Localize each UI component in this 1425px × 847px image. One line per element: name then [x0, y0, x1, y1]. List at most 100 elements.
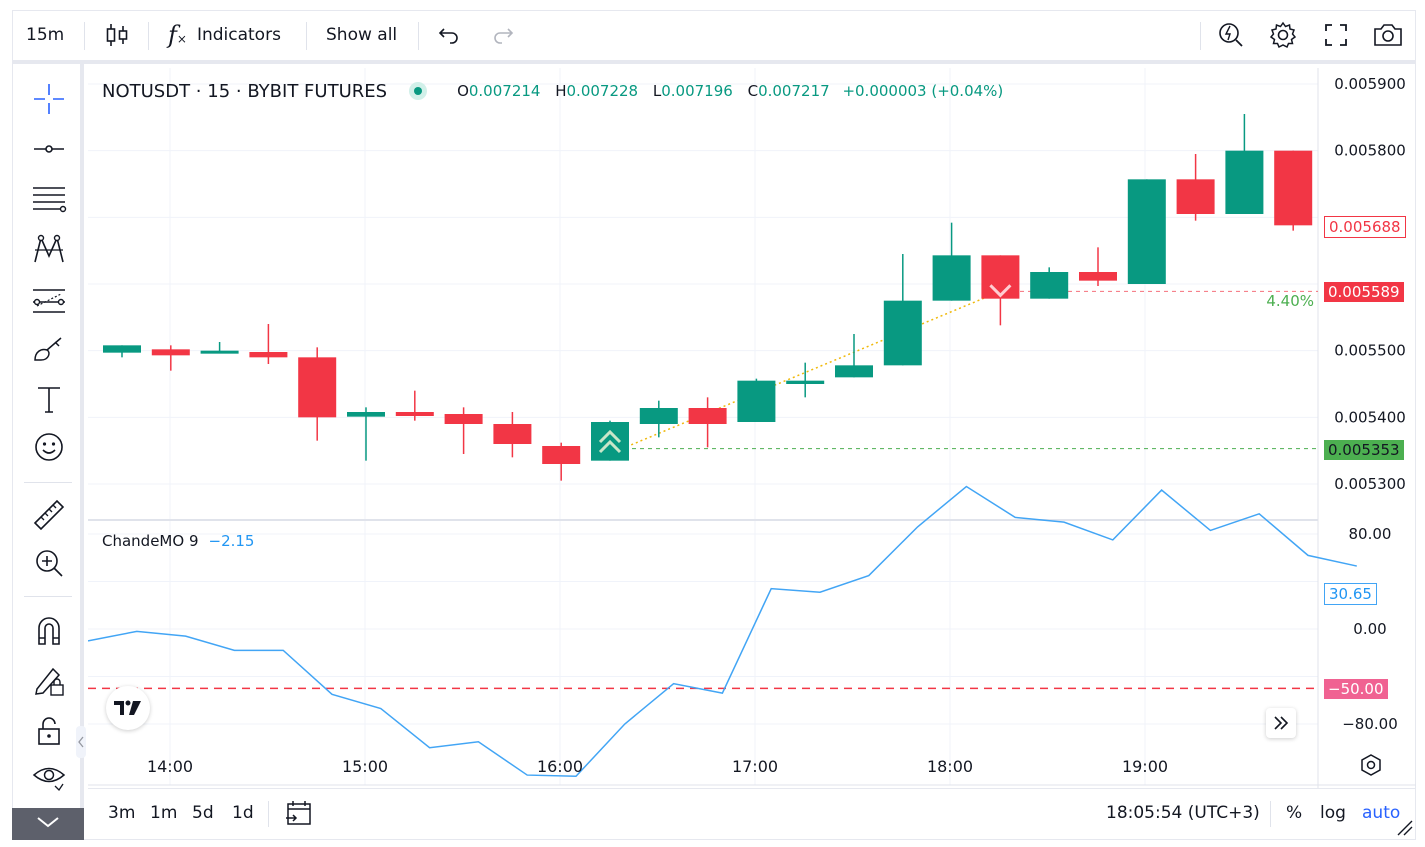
hide-drawings-tool[interactable] [30, 758, 68, 796]
candle[interactable] [347, 407, 385, 461]
candle[interactable] [688, 397, 727, 448]
screenshot-button[interactable] [1372, 10, 1404, 60]
candle-body [542, 446, 581, 464]
measure-tool[interactable] [30, 496, 68, 534]
candle[interactable] [200, 342, 239, 354]
candle[interactable] [835, 334, 873, 378]
candle[interactable] [444, 407, 483, 454]
candle-body [835, 365, 873, 378]
top-toolbar: 15m f× Indicators Show all [12, 10, 1416, 64]
resize-handle[interactable] [1394, 817, 1414, 837]
candle[interactable] [1030, 267, 1069, 299]
candle-body [1127, 179, 1166, 284]
candle[interactable] [1176, 154, 1215, 221]
candle[interactable] [883, 254, 922, 366]
fib-tool[interactable] [30, 180, 68, 218]
projection-tool[interactable] [30, 280, 68, 318]
auto-toggle[interactable]: auto [1362, 789, 1400, 837]
time-tick-label: 18:00 [927, 757, 973, 776]
price-axis[interactable]: 0.005900 0.005800 0.005500 0.005400 0.005300 [1334, 75, 1406, 493]
candle[interactable] [493, 412, 532, 458]
show-all-button[interactable]: Show all [326, 10, 397, 60]
candle[interactable] [639, 400, 678, 438]
candle-body [932, 255, 971, 301]
price-pane[interactable] [103, 114, 1318, 481]
open-key: O [457, 82, 469, 100]
time-axis[interactable]: 14:00 15:00 16:00 17:00 18:00 19:00 [147, 757, 1168, 776]
candle[interactable] [542, 442, 581, 481]
percent-toggle[interactable]: % [1286, 789, 1302, 837]
candle-body [395, 412, 434, 416]
oscillator-pane[interactable] [88, 485, 1357, 778]
candle[interactable] [737, 378, 776, 422]
app-frame [12, 10, 1416, 840]
undo-button[interactable] [436, 10, 462, 60]
crosshair-tool[interactable] [30, 80, 68, 118]
indicator-name[interactable]: ChandeMO 9 [102, 532, 199, 550]
text-tool[interactable] [30, 380, 68, 418]
axis-settings-button[interactable] [1358, 752, 1384, 778]
price-tick-label: 0.005400 [1334, 408, 1406, 426]
candle[interactable] [1127, 179, 1166, 284]
chart-area[interactable]: 0.005900 0.005800 0.005500 0.005400 0.005300… [88, 68, 1416, 788]
range-button-3m[interactable]: 3m [108, 789, 135, 837]
lock-all-tool[interactable] [30, 712, 68, 750]
candle[interactable] [1274, 150, 1313, 231]
scroll-to-realtime-button[interactable] [1266, 708, 1296, 738]
undo-icon [438, 28, 458, 44]
redo-button[interactable] [490, 10, 516, 60]
candle[interactable] [1079, 247, 1117, 286]
low-key: L [652, 82, 662, 100]
candle[interactable] [103, 345, 141, 358]
brush-icon [34, 337, 62, 361]
brush-tool[interactable] [30, 330, 68, 368]
quick-search-button[interactable] [1216, 10, 1246, 60]
indicator-legend[interactable]: ChandeMO 9 −2.15 [102, 532, 254, 550]
candle[interactable] [786, 362, 825, 398]
fullscreen-button[interactable] [1322, 10, 1350, 60]
oscillator-level-value: −50.00 [1328, 680, 1384, 698]
candle[interactable] [151, 345, 190, 371]
range-button-1d[interactable]: 1d [232, 789, 254, 837]
time-tick-label: 19:00 [1122, 757, 1168, 776]
pencil-lock-icon [35, 667, 64, 696]
go-to-date-button[interactable] [284, 789, 314, 837]
chart-type-button[interactable] [104, 10, 130, 60]
collapse-toolbar-button[interactable] [12, 808, 84, 840]
candle[interactable] [932, 222, 971, 301]
candle[interactable] [981, 255, 1020, 326]
camera-icon [1374, 24, 1402, 46]
candle[interactable] [395, 390, 434, 421]
trend-line-tool[interactable] [30, 130, 68, 168]
candle-body [151, 349, 190, 356]
timezone-button[interactable]: 18:05:54 (UTC+3) [1106, 789, 1260, 837]
pattern-tool[interactable] [30, 230, 68, 268]
symbol-legend[interactable]: NOTUSDT · 15 · BYBIT FUTURES O0.007214 H… [102, 78, 1003, 104]
candle-body [200, 350, 239, 354]
range-label: 3m [108, 803, 136, 823]
settings-button[interactable] [1268, 10, 1298, 60]
candle-body [737, 380, 776, 422]
zoom-tool[interactable] [30, 544, 68, 582]
tradingview-logo[interactable] [106, 686, 150, 730]
log-toggle[interactable]: log [1320, 789, 1346, 837]
magnet-tool[interactable] [30, 612, 68, 650]
oscillator-value-tag: 30.65 [1324, 583, 1377, 605]
symbol-title[interactable]: NOTUSDT · 15 · BYBIT FUTURES [102, 80, 388, 102]
chart-canvas[interactable]: 0.005900 0.005800 0.005500 0.005400 0.005300… [88, 68, 1416, 788]
indicators-button[interactable]: f× Indicators [168, 10, 281, 60]
candle[interactable] [1225, 114, 1264, 214]
range-button-5d[interactable]: 5d [192, 789, 214, 837]
range-button-1m[interactable]: 1m [150, 789, 177, 837]
candle-body [786, 380, 825, 384]
log-label: log [1320, 803, 1346, 823]
candle[interactable] [249, 324, 288, 364]
toolbar-divider [84, 22, 85, 50]
interval-button[interactable]: 15m [26, 10, 64, 60]
lock-drawings-tool[interactable] [30, 662, 68, 700]
emoji-tool[interactable] [30, 428, 68, 466]
candle[interactable] [298, 347, 337, 441]
line-price-tag-green: 0.005353 [1324, 440, 1404, 460]
toolbar-expand-handle[interactable] [76, 726, 86, 758]
oscillator-axis[interactable]: 80.00 0.00 −80.00 [1342, 525, 1398, 733]
